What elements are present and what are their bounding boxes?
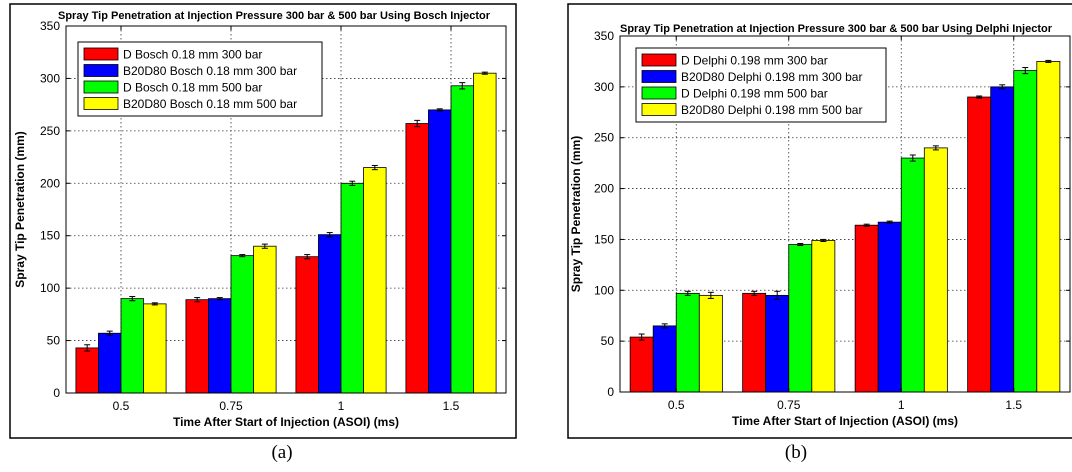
bar xyxy=(120,298,144,394)
bar xyxy=(340,182,364,394)
legend-swatch xyxy=(83,97,119,110)
x-tick-label: 0.5 xyxy=(668,398,685,412)
legend-label: D Delphi 0.198 mm 500 bar xyxy=(681,87,828,101)
y-tick-label: 100 xyxy=(40,281,60,295)
legend-swatch xyxy=(641,86,677,100)
legend-label: B20D80 Bosch 0.18 mm 500 bar xyxy=(123,97,297,111)
y-tick-label: 0 xyxy=(53,386,60,400)
bar xyxy=(363,167,387,394)
y-tick-label: 100 xyxy=(594,283,614,297)
y-tick-label: 350 xyxy=(594,29,614,43)
bar xyxy=(698,294,723,393)
bar xyxy=(143,303,167,394)
legend-label: B20D80 Delphi 0.198 mm 300 bar xyxy=(681,70,862,84)
bar xyxy=(253,245,277,394)
y-tick-label: 50 xyxy=(601,334,615,348)
legend-label: B20D80 Bosch 0.18 mm 300 bar xyxy=(123,64,297,78)
y-tick-label: 150 xyxy=(594,232,614,246)
bar xyxy=(295,256,319,394)
x-axis-label: Time After Start of Injection (ASOI) (ms… xyxy=(732,414,958,428)
panel-label-a: (a) xyxy=(271,442,293,463)
bar xyxy=(185,299,209,394)
bar xyxy=(854,224,879,393)
chart-panel-a: Spray Tip Penetration at Injection Press… xyxy=(0,0,520,445)
bar xyxy=(405,123,429,394)
legend-swatch xyxy=(83,80,119,94)
y-tick-label: 300 xyxy=(40,71,60,85)
bar xyxy=(990,86,1015,393)
chart-title: Spray Tip Penetration at Injection Press… xyxy=(620,23,1053,35)
bar xyxy=(765,294,790,393)
y-tick-label: 250 xyxy=(594,131,614,145)
legend-label: D Bosch 0.18 mm 300 bar xyxy=(123,48,262,62)
bar xyxy=(1036,61,1061,393)
x-tick-label: 0.75 xyxy=(777,398,801,412)
x-axis-label: Time After Start of Injection (ASOI) (ms… xyxy=(173,415,399,429)
legend-label: B20D80 Delphi 0.198 mm 500 bar xyxy=(681,103,862,117)
bar xyxy=(877,221,902,393)
bar xyxy=(900,157,925,393)
bar-chart: Spray Tip Penetration at Injection Press… xyxy=(567,3,1072,439)
y-tick-label: 200 xyxy=(40,176,60,190)
x-tick-label: 1.5 xyxy=(443,399,460,413)
legend-box xyxy=(77,41,323,117)
legend-box xyxy=(635,47,887,123)
legend-swatch xyxy=(641,70,677,83)
legend-swatch xyxy=(641,53,677,67)
x-tick-label: 1.5 xyxy=(1005,398,1022,412)
legend-label: D Bosch 0.18 mm 500 bar xyxy=(123,81,262,95)
bar xyxy=(428,109,452,394)
y-tick-label: 350 xyxy=(40,19,60,33)
bar xyxy=(923,147,948,393)
bar xyxy=(675,292,700,393)
chart-panel-b: Spray Tip Penetration at Injection Press… xyxy=(566,0,1072,445)
legend-label: D Delphi 0.198 mm 300 bar xyxy=(681,54,828,68)
bar xyxy=(318,234,342,394)
bar xyxy=(473,72,497,394)
y-tick-label: 50 xyxy=(47,334,61,348)
x-tick-label: 1 xyxy=(338,399,345,413)
bar xyxy=(788,244,813,393)
bar xyxy=(208,298,232,394)
bar xyxy=(629,336,654,393)
x-tick-label: 0.75 xyxy=(219,399,243,413)
x-tick-label: 0.5 xyxy=(113,399,130,413)
axes-box xyxy=(65,25,507,394)
y-tick-label: 0 xyxy=(607,385,614,399)
y-tick-label: 300 xyxy=(594,80,614,94)
bar xyxy=(811,240,836,393)
legend-swatch xyxy=(83,64,119,77)
chart-title: Spray Tip Penetration at Injection Press… xyxy=(58,10,491,22)
bar xyxy=(652,325,677,393)
bar xyxy=(75,347,99,394)
y-tick-label: 150 xyxy=(40,229,60,243)
x-tick-label: 1 xyxy=(898,398,905,412)
bar xyxy=(450,85,474,394)
axes-box xyxy=(619,35,1071,393)
y-axis-label: Spray Tip Penetration (mm) xyxy=(569,136,583,292)
bar xyxy=(230,255,254,394)
y-tick-label: 200 xyxy=(594,182,614,196)
y-axis-label: Spray Tip Penetration (mm) xyxy=(13,131,27,287)
bar xyxy=(98,332,122,394)
bar xyxy=(1013,70,1038,393)
bar xyxy=(967,96,992,393)
y-tick-label: 250 xyxy=(40,124,60,138)
bar-chart: Spray Tip Penetration at Injection Press… xyxy=(9,3,517,439)
legend-swatch xyxy=(83,47,119,61)
bar xyxy=(742,292,767,393)
legend-swatch xyxy=(641,103,677,116)
panel-label-b: (b) xyxy=(784,442,808,463)
